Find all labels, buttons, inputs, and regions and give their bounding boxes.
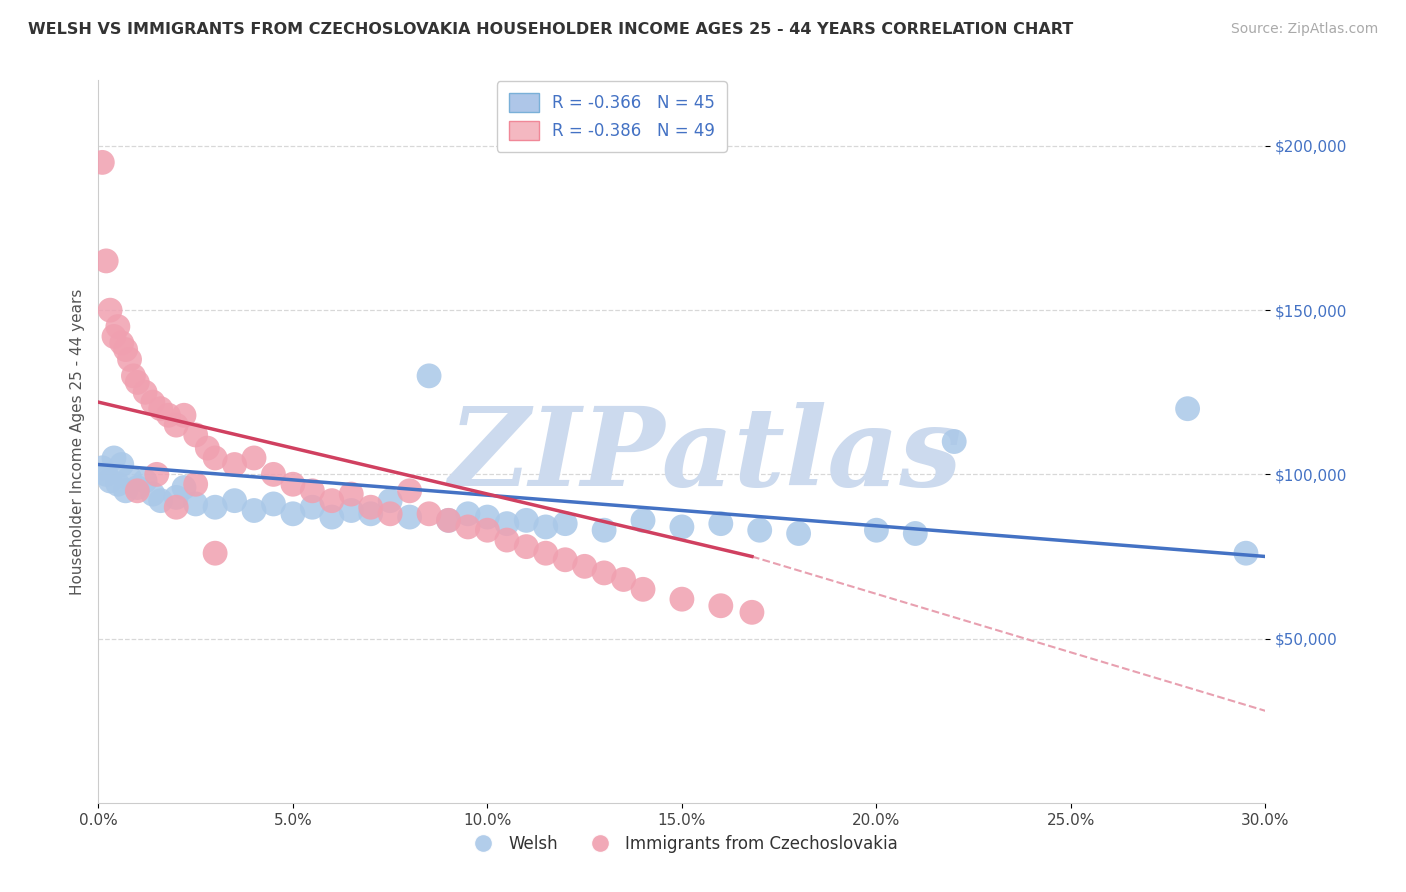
Point: [195, 441, 218, 455]
Point: [477, 523, 499, 537]
Point: [865, 523, 887, 537]
Point: [554, 553, 576, 567]
Point: [107, 319, 129, 334]
Point: [748, 523, 770, 537]
Point: [262, 467, 284, 482]
Point: [515, 540, 537, 554]
Point: [91, 460, 114, 475]
Point: [184, 477, 207, 491]
Point: [103, 450, 125, 465]
Point: [710, 516, 733, 531]
Legend: Welsh, Immigrants from Czechoslovakia: Welsh, Immigrants from Czechoslovakia: [460, 828, 904, 860]
Point: [398, 510, 420, 524]
Point: [515, 513, 537, 527]
Point: [534, 520, 557, 534]
Point: [437, 513, 460, 527]
Point: [321, 493, 343, 508]
Point: [146, 467, 169, 482]
Point: [787, 526, 810, 541]
Point: [107, 477, 129, 491]
Point: [165, 500, 187, 515]
Point: [103, 329, 125, 343]
Point: [111, 458, 134, 472]
Point: [173, 481, 195, 495]
Point: [593, 566, 616, 580]
Point: [741, 605, 763, 619]
Point: [204, 450, 226, 465]
Point: [134, 474, 156, 488]
Point: [157, 409, 180, 423]
Point: [149, 401, 172, 416]
Point: [204, 546, 226, 560]
Point: [593, 523, 616, 537]
Point: [243, 450, 266, 465]
Point: [301, 500, 323, 515]
Point: [173, 409, 195, 423]
Point: [96, 467, 118, 482]
Point: [98, 474, 121, 488]
Text: ZIPatlas: ZIPatlas: [449, 402, 962, 509]
Point: [631, 513, 654, 527]
Point: [224, 493, 246, 508]
Point: [118, 352, 141, 367]
Point: [360, 500, 382, 515]
Point: [360, 507, 382, 521]
Point: [380, 493, 402, 508]
Point: [534, 546, 557, 560]
Point: [91, 155, 114, 169]
Point: [184, 428, 207, 442]
Point: [114, 483, 136, 498]
Point: [281, 477, 304, 491]
Point: [457, 520, 479, 534]
Point: [127, 483, 149, 498]
Point: [165, 418, 187, 433]
Point: [904, 526, 927, 541]
Point: [204, 500, 226, 515]
Point: [142, 395, 165, 409]
Point: [127, 376, 149, 390]
Point: [340, 503, 363, 517]
Point: [321, 510, 343, 524]
Point: [122, 368, 145, 383]
Point: [127, 481, 149, 495]
Point: [340, 487, 363, 501]
Point: [224, 458, 246, 472]
Point: [114, 343, 136, 357]
Y-axis label: Householder Income Ages 25 - 44 years: Householder Income Ages 25 - 44 years: [69, 288, 84, 595]
Point: [184, 497, 207, 511]
Point: [496, 533, 519, 547]
Point: [243, 503, 266, 517]
Point: [165, 491, 187, 505]
Text: Source: ZipAtlas.com: Source: ZipAtlas.com: [1230, 22, 1378, 37]
Point: [613, 573, 636, 587]
Point: [118, 471, 141, 485]
Point: [398, 483, 420, 498]
Point: [671, 592, 693, 607]
Point: [418, 507, 440, 521]
Point: [554, 516, 576, 531]
Point: [943, 434, 966, 449]
Point: [1234, 546, 1257, 560]
Point: [134, 385, 156, 400]
Point: [149, 493, 172, 508]
Point: [1177, 401, 1199, 416]
Point: [380, 507, 402, 521]
Point: [671, 520, 693, 534]
Point: [631, 582, 654, 597]
Point: [574, 559, 596, 574]
Point: [111, 336, 134, 351]
Point: [96, 253, 118, 268]
Point: [477, 510, 499, 524]
Point: [437, 513, 460, 527]
Text: WELSH VS IMMIGRANTS FROM CZECHOSLOVAKIA HOUSEHOLDER INCOME AGES 25 - 44 YEARS CO: WELSH VS IMMIGRANTS FROM CZECHOSLOVAKIA …: [28, 22, 1073, 37]
Point: [142, 487, 165, 501]
Point: [301, 483, 323, 498]
Point: [98, 303, 121, 318]
Point: [281, 507, 304, 521]
Point: [710, 599, 733, 613]
Point: [496, 516, 519, 531]
Point: [262, 497, 284, 511]
Point: [418, 368, 440, 383]
Point: [457, 507, 479, 521]
